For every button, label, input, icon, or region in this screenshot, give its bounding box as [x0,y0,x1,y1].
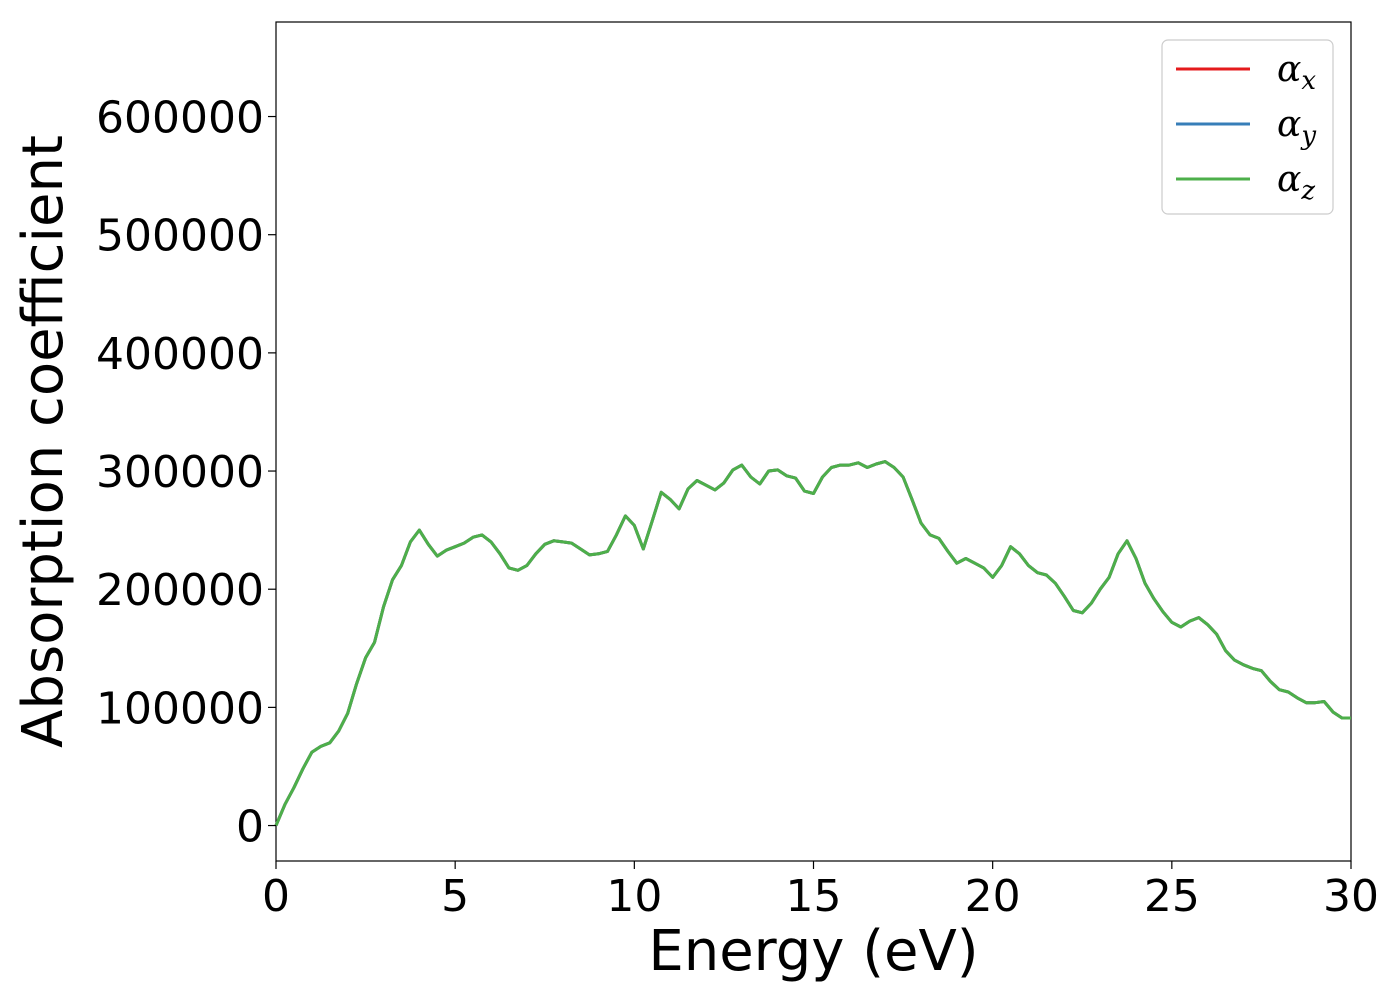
series-line-x [274,460,1351,827]
x-tick-label: 15 [786,871,842,922]
y-tick-label: 0 [236,802,264,853]
y-tick-label: 400000 [96,329,264,380]
y-axis-label: Absorption coefficient [11,135,76,748]
y-tick-label: 200000 [96,565,264,616]
x-tick-label: 5 [441,871,469,922]
series-layer [274,460,1351,827]
x-axis-ticks: 0 5 10 15 20 25 30 [262,861,1379,922]
y-axis-ticks: 0 100000 200000 300000 400000 500000 600000 [96,93,276,853]
y-tick-label: 600000 [96,93,264,144]
x-tick-label: 30 [1323,871,1379,922]
series-line-y [274,460,1351,827]
y-tick-label: 100000 [96,683,264,734]
x-tick-label: 20 [965,871,1021,922]
x-tick-label: 0 [262,871,290,922]
y-tick-label: 300000 [96,447,264,498]
x-axis-label: Energy (eV) [648,919,978,984]
x-tick-label: 25 [1144,871,1200,922]
y-tick-label: 500000 [96,211,264,262]
x-tick-label: 10 [606,871,662,922]
series-line-z [274,460,1351,827]
legend-box [1161,39,1334,215]
